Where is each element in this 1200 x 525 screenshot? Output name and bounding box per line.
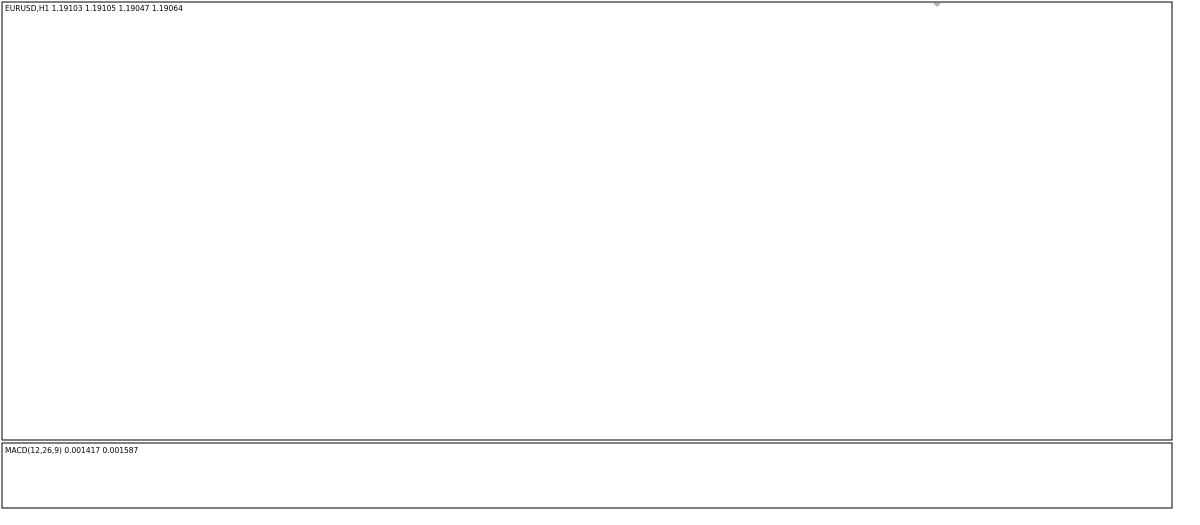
labels: EURUSD,H1 1.19103 1.19105 1.19047 1.1906… <box>5 4 183 455</box>
price-panel-frame <box>1 1 1173 441</box>
chart-title: EURUSD,H1 1.19103 1.19105 1.19047 1.1906… <box>5 4 183 13</box>
macd-panel-frame <box>1 442 1173 509</box>
macd-title: MACD(12,26,9) 0.001417 0.001587 <box>5 446 139 455</box>
chart-shift-marker <box>933 3 941 7</box>
